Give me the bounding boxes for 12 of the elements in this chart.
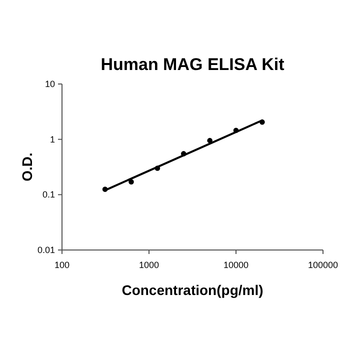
x-tick-label: 100000	[308, 260, 338, 270]
chart-title: Human MAG ELISA Kit	[100, 55, 285, 74]
y-tick-label: 0.01	[37, 245, 55, 255]
y-axis-title: O.D.	[19, 152, 35, 182]
y-tick-label: 10	[44, 79, 55, 89]
x-tick-label: 1000	[138, 260, 160, 270]
point	[128, 179, 134, 185]
y-tick-label: 0.1	[42, 190, 55, 200]
x-axis-title: Concentration(pg/ml)	[122, 282, 264, 298]
y-tick-label: 1	[50, 134, 55, 144]
x-tick-label: 10000	[223, 260, 249, 270]
x-tick-label: 100	[54, 260, 70, 270]
